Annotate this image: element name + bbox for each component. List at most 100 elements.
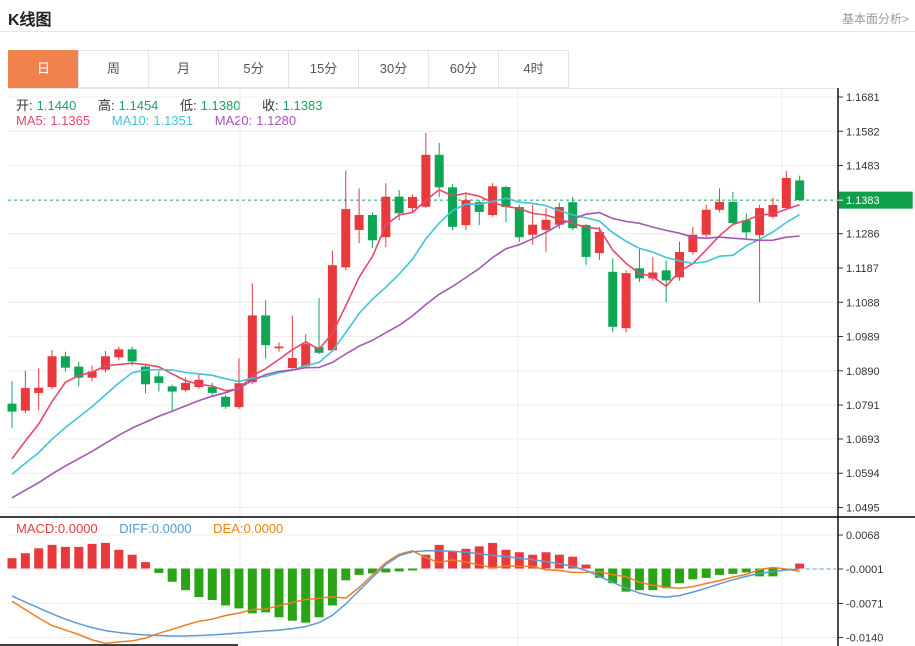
macd-bar <box>501 549 511 569</box>
candle-body <box>675 252 684 278</box>
tab-interval-2[interactable]: 月 <box>148 50 219 88</box>
candle-body <box>621 273 631 329</box>
macd-histogram <box>7 542 805 623</box>
candle-body <box>408 197 417 209</box>
candle-body <box>261 315 271 346</box>
candle-body <box>367 215 377 241</box>
axis-tick-label: 1.0890 <box>846 366 880 378</box>
macd-bar <box>20 553 30 569</box>
macd-bar <box>434 544 444 569</box>
kline-chart-canvas[interactable]: 1.1681 1.1582 1.1483 1.1286 1.1187 1.1088 1.09… <box>0 88 915 646</box>
candle-body <box>421 154 431 207</box>
tab-interval-7[interactable]: 4时 <box>498 50 569 88</box>
macd-bar <box>634 568 644 591</box>
candle-body <box>141 366 150 385</box>
ma5-label: MA5: <box>16 113 47 128</box>
candle-body <box>741 220 751 233</box>
axis-tick-label: -0.0071 <box>846 598 883 610</box>
axis-tick-label: 1.0791 <box>846 400 880 412</box>
candle-body <box>127 349 137 362</box>
candle-body <box>701 209 711 235</box>
candle-body <box>648 272 658 279</box>
high-value: 1.1454 <box>118 98 159 113</box>
candle-body <box>207 387 217 393</box>
candle-body <box>528 224 538 235</box>
candle-body <box>354 215 364 230</box>
axis-tick-label: -0.0140 <box>846 632 883 644</box>
open-value: 1.1440 <box>36 98 77 113</box>
header-divider <box>0 31 915 32</box>
tab-interval-3[interactable]: 5分 <box>218 50 289 88</box>
macd-bar <box>621 568 631 592</box>
macd-bar <box>167 568 177 582</box>
macd-bar <box>274 568 284 618</box>
macd-bar <box>221 568 231 606</box>
axis-tick-label: -0.0001 <box>846 564 883 576</box>
ma5-value: 1.1365 <box>50 113 91 128</box>
ohlc-legend: 开: 1.1440 高: 1.1454 低: 1.1380 收: 1.1383 <box>16 95 326 114</box>
tab-interval-5[interactable]: 30分 <box>358 50 429 88</box>
macd-bar <box>367 568 377 574</box>
diff-line <box>11 550 800 637</box>
macd-bar <box>408 568 417 571</box>
axis-tick-label: 1.0594 <box>846 468 880 480</box>
macd-bar <box>181 568 191 591</box>
macd-bar <box>514 552 524 569</box>
dea-value: DEA:0.0000 <box>213 521 284 536</box>
axis-tick-label: 1.1582 <box>846 126 880 138</box>
tab-interval-6[interactable]: 60分 <box>428 50 499 88</box>
axis-tick-label: 1.1088 <box>846 297 880 309</box>
tab-interval-4[interactable]: 15分 <box>288 50 359 88</box>
macd-bar <box>301 568 311 623</box>
macd-bar <box>701 568 711 578</box>
macd-bar <box>114 549 124 569</box>
macd-bar <box>261 568 271 613</box>
current-price-badge <box>838 191 913 209</box>
candle-body <box>608 271 618 327</box>
candle-body <box>154 376 164 383</box>
diff-value: DIFF:0.0000 <box>119 521 192 536</box>
candle-body <box>274 346 284 349</box>
candle-body <box>34 387 44 393</box>
macd-bar <box>768 568 778 577</box>
ma5-line <box>11 188 800 460</box>
candle-body <box>381 196 391 238</box>
macd-bar <box>74 546 84 569</box>
axis-tick-label: 1.0495 <box>846 503 880 515</box>
candle-body <box>7 403 17 412</box>
ma20-line <box>11 211 800 499</box>
ma-legend: MA5: 1.1365 MA10: 1.1351 MA20: 1.1280 <box>16 113 300 128</box>
macd-bar <box>341 568 351 581</box>
macd-bar <box>47 544 57 569</box>
candle-body <box>781 177 791 209</box>
tab-interval-1[interactable]: 周 <box>78 50 149 88</box>
candle-body <box>768 204 778 217</box>
candle-body <box>661 270 671 281</box>
candle-body <box>341 209 351 268</box>
macd-bar <box>568 556 578 569</box>
tab-interval-0[interactable]: 日 <box>8 50 79 88</box>
candlestick-series <box>7 132 805 428</box>
page-title: K线图 <box>8 12 52 29</box>
macd-bar <box>207 568 217 601</box>
open-label: 开: <box>16 98 33 113</box>
axis-tick-label: 1.1681 <box>846 92 880 104</box>
ma10-value: 1.1351 <box>153 113 194 128</box>
candle-body <box>688 234 698 253</box>
macd-bar <box>234 568 244 609</box>
ma20-value: 1.1280 <box>256 113 297 128</box>
candle-body <box>488 186 498 216</box>
fundamental-analysis-link[interactable]: 基本面分析> <box>841 12 909 26</box>
ma10-line <box>11 197 801 475</box>
candle-body <box>181 382 191 391</box>
candle-body <box>448 187 458 227</box>
close-value: 1.1383 <box>282 98 323 113</box>
axis-tick-label: 1.0693 <box>846 434 880 446</box>
macd-bar <box>394 568 404 572</box>
candle-body <box>287 357 297 369</box>
candle-body <box>474 202 484 212</box>
macd-bar <box>34 548 44 569</box>
interval-tab-bar: 日周月 5分 15分 30分 60分 4时 <box>8 50 569 88</box>
macd-bar <box>594 568 604 578</box>
